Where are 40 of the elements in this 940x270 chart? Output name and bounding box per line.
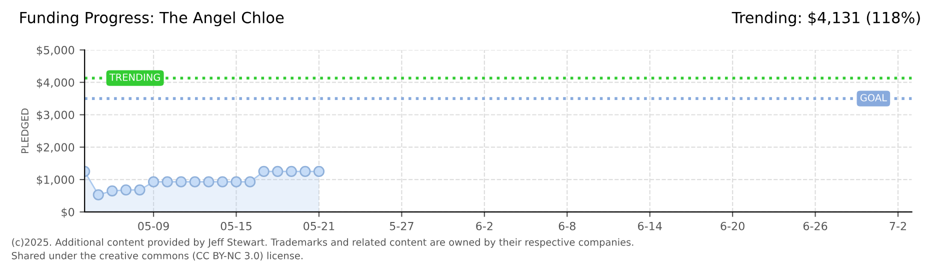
point	[258, 166, 270, 178]
point	[176, 176, 187, 188]
point	[203, 176, 214, 188]
chart-title: Funding Progress: The Angel Chloe	[20, 12, 284, 26]
ref-line-label: TRENDING	[109, 74, 160, 81]
x-tick-label: 6-20	[720, 222, 744, 230]
x-tick-label: 6-26	[803, 222, 828, 230]
point	[230, 176, 242, 188]
y-tick-label: $1,000	[36, 175, 74, 186]
point	[313, 166, 325, 178]
chart-subtitle: Trending: $4,131 (118%)	[732, 12, 920, 26]
x-tick-label: 7-2	[890, 222, 906, 230]
point	[162, 176, 173, 188]
point	[106, 185, 118, 196]
point	[286, 166, 297, 178]
point	[148, 176, 160, 188]
ref-line-label: GOAL	[860, 94, 887, 102]
y-axis-title: PLEDGED	[21, 108, 29, 154]
x-tick-label: 05-09	[138, 222, 169, 230]
y-tick-label: $0	[62, 208, 74, 218]
point	[134, 184, 146, 196]
y-tick-label: $4,000	[36, 78, 74, 88]
x-tick-label: 6-8	[558, 222, 576, 230]
text: Shared under the creative commons (CC BY-NC 3.0) license.	[12, 252, 302, 260]
text: (c)2025. Additional content provided by Jeff Stewart. Trademarks and related content are owned by their respective companies.	[12, 238, 634, 248]
y-tick-label: $2,000	[36, 142, 74, 154]
x-tick-label: 05-21	[304, 222, 334, 230]
point	[120, 184, 132, 196]
point	[300, 166, 311, 178]
point	[189, 176, 200, 188]
y-tick-label: $3,000	[36, 110, 74, 121]
x-tick-label: 05-15	[220, 222, 252, 230]
point	[272, 166, 284, 178]
x-tick-label: 6-2	[476, 222, 492, 230]
x-tick-label: 5-27	[390, 222, 414, 230]
point	[216, 176, 228, 188]
x-tick-label: 6-14	[638, 222, 662, 230]
y-tick-label: $5,000	[36, 46, 74, 56]
point	[92, 189, 104, 200]
point	[244, 176, 256, 188]
